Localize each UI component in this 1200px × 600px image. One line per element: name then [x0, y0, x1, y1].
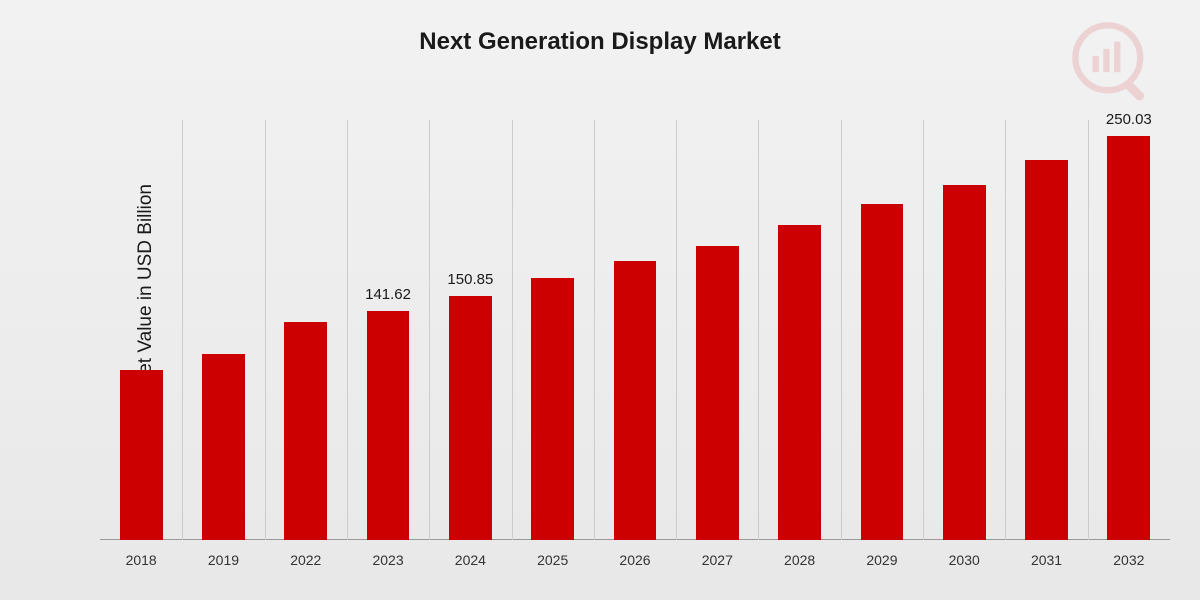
x-tick-label: 2018 — [126, 552, 157, 568]
watermark-logo-icon — [1070, 20, 1160, 115]
x-tick-label: 2031 — [1031, 552, 1062, 568]
x-tick-label: 2022 — [290, 552, 321, 568]
chart-container: Next Generation Display Market Market Va… — [0, 0, 1200, 600]
bar — [120, 370, 163, 540]
bar — [943, 185, 986, 540]
bar-value-label: 141.62 — [365, 286, 411, 303]
bar — [696, 246, 739, 540]
gridline — [841, 120, 842, 540]
chart-title: Next Generation Display Market — [0, 0, 1200, 56]
bar — [1025, 160, 1068, 540]
bar-value-label: 150.85 — [447, 271, 493, 288]
x-tick-label: 2030 — [949, 552, 980, 568]
bar-value-label: 250.03 — [1106, 111, 1152, 128]
x-tick-label: 2025 — [537, 552, 568, 568]
gridline — [758, 120, 759, 540]
x-tick-label: 2027 — [702, 552, 733, 568]
bar — [1107, 136, 1150, 540]
gridline — [512, 120, 513, 540]
bar — [202, 354, 245, 540]
bar — [614, 261, 657, 540]
x-tick-label: 2023 — [372, 552, 403, 568]
gridline — [676, 120, 677, 540]
x-tick-label: 2026 — [619, 552, 650, 568]
gridline — [265, 120, 266, 540]
gridline — [347, 120, 348, 540]
gridline — [923, 120, 924, 540]
plot-area: 2018201920222023141.622024150.8520252026… — [100, 120, 1170, 540]
x-tick-label: 2019 — [208, 552, 239, 568]
bar — [367, 311, 410, 540]
bar — [861, 204, 904, 540]
gridline — [1088, 120, 1089, 540]
x-tick-label: 2029 — [866, 552, 897, 568]
x-tick-label: 2024 — [455, 552, 486, 568]
bar — [531, 278, 574, 540]
x-tick-label: 2028 — [784, 552, 815, 568]
x-tick-label: 2032 — [1113, 552, 1144, 568]
bar — [284, 322, 327, 540]
gridline — [1005, 120, 1006, 540]
bar — [449, 296, 492, 540]
gridline — [182, 120, 183, 540]
gridline — [594, 120, 595, 540]
gridline — [429, 120, 430, 540]
bar — [778, 225, 821, 540]
